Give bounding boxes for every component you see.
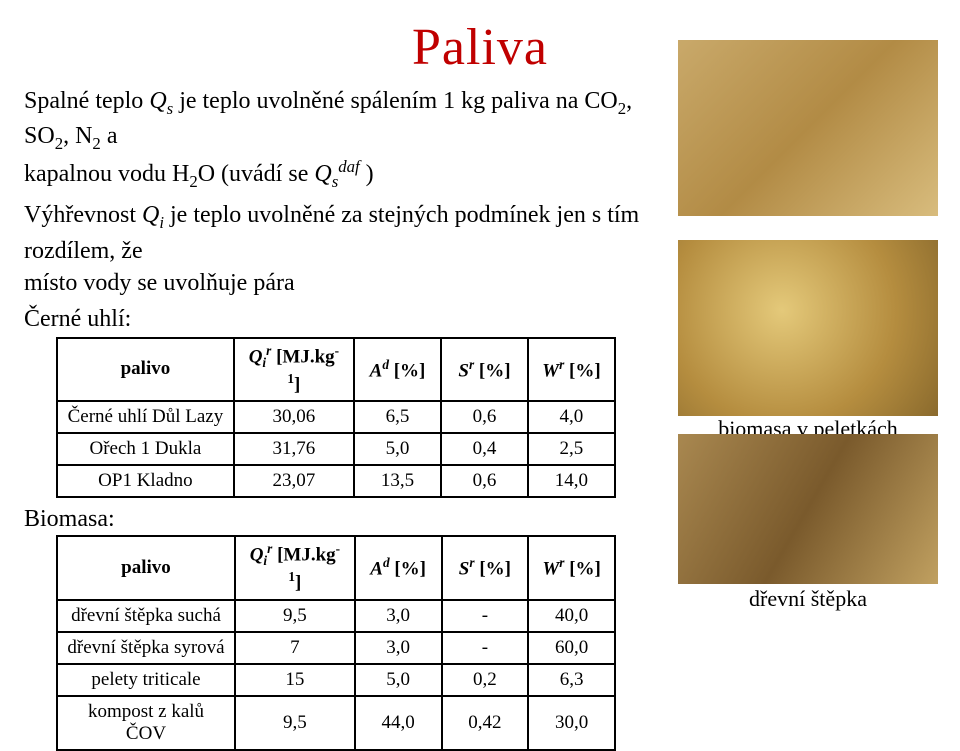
symbol-Qdaf: Q	[314, 161, 331, 187]
unit: [%]	[564, 360, 600, 381]
image-woodchips	[678, 434, 938, 584]
cell-q: 9,5	[235, 600, 355, 632]
cell-name: OP1 Kladno	[57, 465, 234, 497]
image-pellets-middle	[678, 240, 938, 416]
cell-w: 6,3	[528, 664, 615, 696]
intro-text: místo vody se uvolňuje pára	[24, 270, 295, 296]
cell-a: 44,0	[355, 696, 442, 750]
cell-s: -	[442, 632, 529, 664]
cell-w: 60,0	[528, 632, 615, 664]
sym: S	[458, 360, 469, 381]
intro-text: kapalnou vodu H	[24, 161, 189, 187]
table-row: dřevní štěpka suchá 9,5 3,0 - 40,0	[57, 600, 615, 632]
cell-q: 23,07	[234, 465, 354, 497]
sym: W	[542, 559, 559, 580]
intro-para-1: Spalné teplo Qs je teplo uvolněné spálen…	[24, 85, 664, 193]
cell-a: 3,0	[355, 600, 442, 632]
n2-sub: 2	[92, 134, 100, 153]
unit: [%]	[390, 559, 426, 580]
intro-text: O (uvádí se	[198, 161, 315, 187]
cell-a: 6,5	[354, 401, 441, 433]
intro-text: , N	[63, 123, 92, 149]
cell-w: 40,0	[528, 600, 615, 632]
intro-text: )	[360, 161, 374, 187]
unit: [%]	[474, 360, 510, 381]
sym: A	[370, 559, 383, 580]
cell-name: kompost z kalů ČOV	[57, 696, 235, 750]
table-header-row: palivo Qir [MJ.kg-1] Ad [%] Sr [%] Wr [%…	[57, 338, 615, 401]
table-header-row: palivo Qir [MJ.kg-1] Ad [%] Sr [%] Wr [%…	[57, 536, 615, 599]
cell-a: 3,0	[355, 632, 442, 664]
sup: d	[382, 357, 389, 372]
cell-name: Černé uhlí Důl Lazy	[57, 401, 234, 433]
table-row: kompost z kalů ČOV 9,5 44,0 0,42 30,0	[57, 696, 615, 750]
table-row: OP1 Kladno 23,07 13,5 0,6 14,0	[57, 465, 615, 497]
sym: Q	[249, 346, 263, 367]
cell-w: 2,5	[528, 433, 615, 465]
h2o-sub: 2	[189, 172, 197, 191]
cell-a: 5,0	[355, 664, 442, 696]
th-q: Qir [MJ.kg-1]	[234, 338, 354, 401]
cell-name: pelety triticale	[57, 664, 235, 696]
cell-a: 5,0	[354, 433, 441, 465]
cell-name: Ořech 1 Dukla	[57, 433, 234, 465]
th-palivo: palivo	[57, 338, 234, 401]
intro-text: Spalné teplo	[24, 88, 149, 114]
th-q: Qir [MJ.kg-1]	[235, 536, 355, 599]
cell-s: 0,2	[442, 664, 529, 696]
so2-sub: 2	[55, 134, 63, 153]
image-pellets-top	[678, 40, 938, 216]
symbol-Qdaf-sup: daf	[338, 157, 359, 176]
symbol-Qi: Q	[142, 202, 159, 228]
table-black-coal: palivo Qir [MJ.kg-1] Ad [%] Sr [%] Wr [%…	[56, 337, 616, 498]
th-w: Wr [%]	[528, 536, 615, 599]
sym: W	[542, 360, 559, 381]
table-row: dřevní štěpka syrová 7 3,0 - 60,0	[57, 632, 615, 664]
sym: S	[459, 559, 470, 580]
caption-chips: dřevní štěpka	[678, 586, 938, 612]
table-row: Černé uhlí Důl Lazy 30,06 6,5 0,6 4,0	[57, 401, 615, 433]
sym: Q	[250, 544, 264, 565]
cell-s: 0,6	[441, 465, 528, 497]
table-row: Ořech 1 Dukla 31,76 5,0 0,4 2,5	[57, 433, 615, 465]
intro-para-2: Výhřevnost Qi je teplo uvolněné za stejn…	[24, 199, 664, 299]
unit: [%]	[564, 559, 600, 580]
cell-q: 7	[235, 632, 355, 664]
cell-w: 4,0	[528, 401, 615, 433]
cell-s: 0,42	[442, 696, 529, 750]
intro-text: a	[101, 123, 118, 149]
cell-q: 30,06	[234, 401, 354, 433]
symbol-Qs: Q	[149, 88, 166, 114]
cell-q: 15	[235, 664, 355, 696]
co2-sub: 2	[618, 99, 626, 118]
cell-name: dřevní štěpka syrová	[57, 632, 235, 664]
cell-w: 14,0	[528, 465, 615, 497]
th-s: Sr [%]	[442, 536, 529, 599]
cell-q: 31,76	[234, 433, 354, 465]
th-a: Ad [%]	[355, 536, 442, 599]
cell-s: -	[442, 600, 529, 632]
intro-text: Výhřevnost	[24, 202, 142, 228]
cell-name: dřevní štěpka suchá	[57, 600, 235, 632]
cell-a: 13,5	[354, 465, 441, 497]
table-row: pelety triticale 15 5,0 0,2 6,3	[57, 664, 615, 696]
cell-s: 0,4	[441, 433, 528, 465]
sup: d	[383, 555, 390, 570]
table-biomass: palivo Qir [MJ.kg-1] Ad [%] Sr [%] Wr [%…	[56, 535, 616, 750]
cell-q: 9,5	[235, 696, 355, 750]
th-w: Wr [%]	[528, 338, 615, 401]
th-s: Sr [%]	[441, 338, 528, 401]
th-a: Ad [%]	[354, 338, 441, 401]
sym: A	[370, 360, 383, 381]
unit: [MJ.kg	[271, 346, 334, 367]
unit: [MJ.kg	[272, 544, 335, 565]
unit: [%]	[389, 360, 425, 381]
cell-s: 0,6	[441, 401, 528, 433]
unit: [%]	[475, 559, 511, 580]
unit-end: ]	[294, 374, 300, 395]
intro-text: je teplo uvolněné spálením 1 kg paliva n…	[173, 88, 618, 114]
cell-w: 30,0	[528, 696, 615, 750]
th-palivo: palivo	[57, 536, 235, 599]
unit-end: ]	[295, 573, 301, 594]
